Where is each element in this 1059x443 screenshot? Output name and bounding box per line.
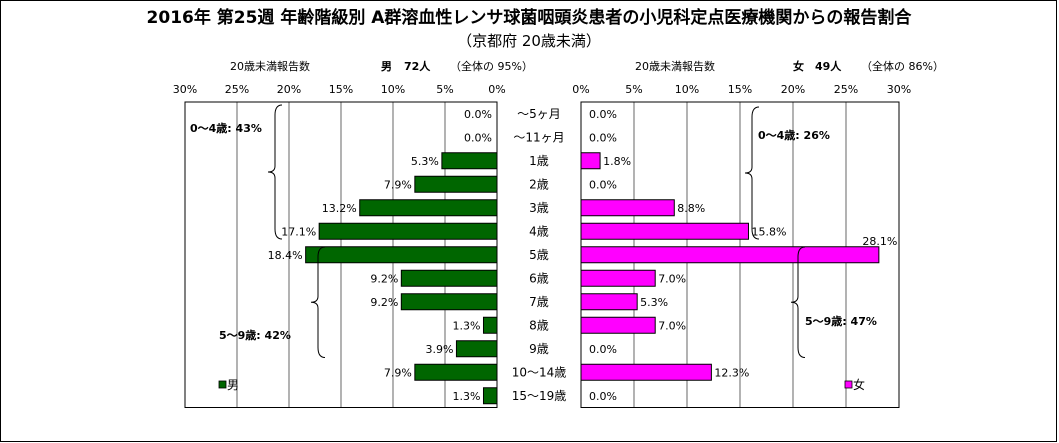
- male-legend-swatch: [218, 380, 227, 389]
- age-category-label: 1歳: [529, 154, 549, 168]
- female-bar: [580, 246, 880, 264]
- female-value-label: 0.0%: [589, 108, 617, 121]
- chart-title: 2016年 第25週 年齢階級別 A群溶血性レンサ球菌咽頭炎患者の小児科定点医療…: [147, 7, 913, 28]
- female-value-label: 0.0%: [589, 178, 617, 191]
- chart-subtitle: （京都府 20歳未満）: [457, 32, 601, 50]
- male-x-tick: 10%: [381, 83, 405, 96]
- female-sex-label: 女: [793, 59, 804, 73]
- male-value-label: 9.2%: [370, 296, 398, 309]
- female-x-tick: 15%: [728, 83, 752, 96]
- male-x-tick: 15%: [329, 83, 353, 96]
- male-value-label: 0.0%: [464, 131, 492, 144]
- age-category-label: 7歳: [529, 295, 549, 309]
- male-bracket-0-4: [267, 104, 283, 240]
- age-category-label: ～5ヶ月: [517, 107, 561, 121]
- male-bar: [318, 222, 498, 240]
- female-bracket-label-5-9: 5～9歳: 47%: [805, 314, 877, 328]
- female-bar: [580, 199, 675, 217]
- female-count: 49人: [815, 59, 842, 73]
- male-value-label: 5.3%: [411, 155, 439, 168]
- male-count: 72人: [404, 59, 431, 73]
- age-category-label: 3歳: [529, 201, 549, 215]
- female-x-tick: 10%: [675, 83, 699, 96]
- male-bar: [400, 269, 498, 287]
- male-bar: [414, 175, 498, 193]
- female-value-label: 7.0%: [658, 272, 686, 285]
- female-x-tick: 5%: [625, 83, 642, 96]
- female-bar: [580, 152, 601, 170]
- female-bracket-5-9: [790, 246, 806, 358]
- male-value-label: 3.9%: [425, 343, 453, 356]
- female-bracket-0-4: [744, 106, 760, 240]
- age-category-label: 15～19歳: [512, 389, 567, 403]
- male-value-label: 17.1%: [281, 225, 316, 238]
- male-bracket-5-9: [310, 246, 326, 358]
- female-value-label: 8.8%: [677, 202, 705, 215]
- female-x-tick: 20%: [781, 83, 805, 96]
- male-value-label: 7.9%: [384, 178, 412, 191]
- female-bar: [580, 269, 656, 287]
- male-bar: [414, 363, 498, 381]
- male-value-label: 13.2%: [322, 202, 357, 215]
- male-bar: [482, 316, 498, 334]
- male-bar: [482, 387, 498, 405]
- male-bar: [455, 340, 498, 358]
- age-category-label: 8歳: [529, 318, 549, 332]
- female-value-label: 0.0%: [589, 390, 617, 403]
- female-legend-label: 女: [853, 377, 865, 392]
- age-category-label: 10～14歳: [512, 365, 567, 379]
- female-x-tick: 25%: [834, 83, 858, 96]
- male-count-label: 20歳未満報告数: [230, 60, 310, 73]
- female-bar: [580, 222, 749, 240]
- age-category-label: ～11ヶ月: [513, 130, 564, 144]
- age-category-label: 2歳: [529, 177, 549, 191]
- age-category-label: 6歳: [529, 271, 549, 285]
- male-value-label: 0.0%: [464, 108, 492, 121]
- age-category-label: 9歳: [529, 342, 549, 356]
- male-share: （全体の 95%）: [450, 59, 533, 73]
- male-bracket-label-0-4: 0～4歳: 43%: [190, 121, 262, 135]
- male-x-tick: 25%: [225, 83, 249, 96]
- female-value-label: 0.0%: [589, 343, 617, 356]
- female-bar: [580, 316, 656, 334]
- female-value-label: 28.1%: [862, 235, 897, 248]
- female-value-label: 0.0%: [589, 131, 617, 144]
- female-value-label: 15.8%: [751, 225, 786, 238]
- female-x-tick: 30%: [887, 83, 911, 96]
- female-bar: [580, 293, 638, 311]
- male-x-tick: 20%: [277, 83, 301, 96]
- female-count-label: 20歳未満報告数: [635, 60, 715, 73]
- female-legend-swatch: [844, 380, 853, 389]
- male-sex-label: 男: [381, 60, 392, 73]
- male-bracket-label-5-9: 5～9歳: 42%: [219, 328, 291, 342]
- female-bracket-label-0-4: 0～4歳: 26%: [758, 128, 830, 142]
- female-value-label: 7.0%: [658, 319, 686, 332]
- male-bar: [400, 293, 498, 311]
- male-bar: [359, 199, 498, 217]
- male-bar: [441, 152, 498, 170]
- male-value-label: 18.4%: [268, 249, 303, 262]
- male-x-tick: 0%: [488, 83, 505, 96]
- female-x-tick: 0%: [572, 83, 589, 96]
- female-value-label: 5.3%: [640, 296, 668, 309]
- male-value-label: 1.3%: [453, 319, 481, 332]
- female-bar: [580, 363, 712, 381]
- male-value-label: 7.9%: [384, 366, 412, 379]
- female-value-label: 1.8%: [603, 155, 631, 168]
- age-category-label: 4歳: [529, 224, 549, 238]
- male-x-tick: 30%: [173, 83, 197, 96]
- age-category-label: 5歳: [529, 248, 549, 262]
- female-value-label: 12.3%: [714, 366, 749, 379]
- male-value-label: 9.2%: [370, 272, 398, 285]
- male-bar: [305, 246, 498, 264]
- male-x-tick: 5%: [436, 83, 453, 96]
- female-share: （全体の 86%）: [861, 59, 944, 73]
- male-value-label: 1.3%: [453, 390, 481, 403]
- male-legend-label: 男: [227, 378, 239, 392]
